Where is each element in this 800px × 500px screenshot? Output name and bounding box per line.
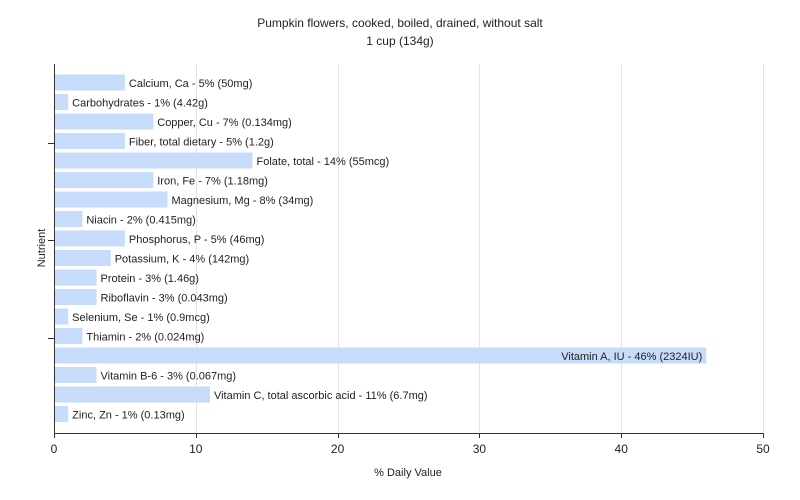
bar-label-15: Vitamin B-6 - 3% (0.067mg) bbox=[101, 371, 237, 383]
x-tick-label-4: 40 bbox=[615, 442, 629, 456]
bar-5 bbox=[54, 172, 154, 188]
bar-label-17: Zinc, Zn - 1% (0.13mg) bbox=[72, 410, 184, 422]
bar-label-11: Riboflavin - 3% (0.043mg) bbox=[101, 293, 228, 305]
x-axis-title: % Daily Value bbox=[374, 467, 442, 479]
chart-subtitle: 1 cup (134g) bbox=[366, 34, 433, 48]
bar-2 bbox=[54, 113, 154, 130]
bar-label-8: Phosphorus, P - 5% (46mg) bbox=[129, 234, 265, 246]
bar-label-5: Iron, Fe - 7% (1.18mg) bbox=[157, 176, 268, 188]
bar-8 bbox=[54, 230, 125, 247]
bar-label-12: Selenium, Se - 1% (0.9mcg) bbox=[72, 312, 210, 324]
bar-label-14: Vitamin A, IU - 46% (2324IU) bbox=[561, 351, 702, 363]
x-tick-label-3: 30 bbox=[473, 442, 487, 456]
bar-4 bbox=[54, 152, 253, 169]
bar-label-9: Potassium, K - 4% (142mg) bbox=[115, 254, 250, 266]
bar-15 bbox=[54, 367, 97, 383]
x-tick-label-5: 50 bbox=[756, 442, 770, 456]
bar-label-1: Carbohydrates - 1% (4.42g) bbox=[72, 98, 208, 110]
bar-13 bbox=[54, 328, 83, 344]
x-tick-label-2: 20 bbox=[331, 442, 345, 456]
x-tick-label-0: 0 bbox=[51, 442, 58, 456]
bar-label-16: Vitamin C, total ascorbic acid - 11% (6.… bbox=[214, 390, 428, 402]
bar-label-3: Fiber, total dietary - 5% (1.2g) bbox=[129, 137, 274, 149]
axes: 0 10 20 30 40 50 bbox=[48, 64, 770, 456]
chart-title: Pumpkin flowers, cooked, boiled, drained… bbox=[257, 16, 543, 30]
bar-3 bbox=[54, 133, 125, 149]
bar-16 bbox=[54, 386, 210, 403]
bar-1 bbox=[54, 94, 69, 110]
bar-14 bbox=[54, 347, 707, 364]
bar-10 bbox=[54, 269, 97, 286]
bar-17 bbox=[54, 406, 69, 422]
bar-label-2: Copper, Cu - 7% (0.134mg) bbox=[157, 117, 292, 129]
bar-0 bbox=[54, 74, 125, 91]
bar-11 bbox=[54, 289, 97, 305]
bars bbox=[54, 74, 707, 422]
bar-label-7: Niacin - 2% (0.415mg) bbox=[86, 215, 195, 227]
y-axis-title: Nutrient bbox=[36, 229, 48, 268]
bar-label-13: Thiamin - 2% (0.024mg) bbox=[86, 332, 204, 344]
bar-labels: Calcium, Ca - 5% (50mg) Carbohydrates - 1… bbox=[72, 78, 702, 422]
bar-9 bbox=[54, 250, 111, 266]
bar-12 bbox=[54, 308, 69, 325]
bar-6 bbox=[54, 191, 168, 208]
bar-7 bbox=[54, 211, 83, 227]
grid-lines bbox=[196, 64, 764, 433]
bar-label-0: Calcium, Ca - 5% (50mg) bbox=[129, 78, 252, 90]
bar-label-10: Protein - 3% (1.46g) bbox=[101, 273, 199, 285]
x-tick-label-1: 10 bbox=[189, 442, 203, 456]
bar-label-6: Magnesium, Mg - 8% (34mg) bbox=[171, 195, 313, 207]
bar-label-4: Folate, total - 14% (55mcg) bbox=[257, 156, 390, 168]
